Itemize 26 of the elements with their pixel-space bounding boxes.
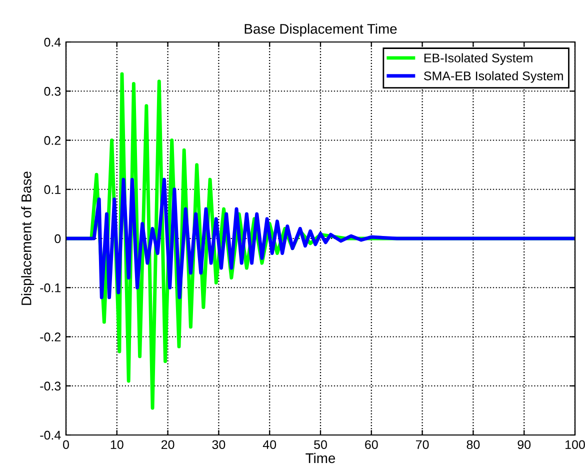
x-tick-label: 70 bbox=[416, 440, 429, 450]
x-tick-label: 60 bbox=[365, 440, 378, 450]
x-axis-title: Time bbox=[306, 452, 336, 464]
x-tick-label: 20 bbox=[161, 440, 174, 450]
legend-label: SMA-EB Isolated System bbox=[424, 71, 563, 83]
legend-label: EB-Isolated System bbox=[424, 53, 532, 65]
chart-title: Base Displacement Time bbox=[244, 24, 397, 37]
y-tick-label: -0.2 bbox=[40, 332, 61, 342]
y-tick-label: -0.4 bbox=[40, 430, 61, 440]
x-tick-label: 30 bbox=[212, 440, 226, 450]
y-tick-label: 0.3 bbox=[44, 86, 61, 96]
x-tick-label: 40 bbox=[262, 440, 276, 450]
y-tick-label: 0.1 bbox=[44, 185, 61, 194]
x-tick-label: 10 bbox=[110, 440, 124, 450]
y-tick-label: -0.3 bbox=[40, 382, 61, 391]
x-tick-label: 80 bbox=[466, 440, 480, 450]
y-tick-label: 0 bbox=[54, 234, 61, 244]
y-axis-title: Displacement of Base bbox=[21, 172, 34, 305]
x-tick-label: 100 bbox=[566, 440, 585, 450]
x-tick-label: 50 bbox=[314, 440, 327, 450]
x-tick-label: 0 bbox=[63, 440, 69, 450]
y-tick-label: 0.4 bbox=[44, 38, 61, 47]
y-tick-label: 0.2 bbox=[44, 136, 61, 145]
y-tick-label: -0.1 bbox=[40, 283, 61, 292]
line-series bbox=[66, 178, 575, 300]
x-tick-label: 90 bbox=[518, 440, 531, 450]
